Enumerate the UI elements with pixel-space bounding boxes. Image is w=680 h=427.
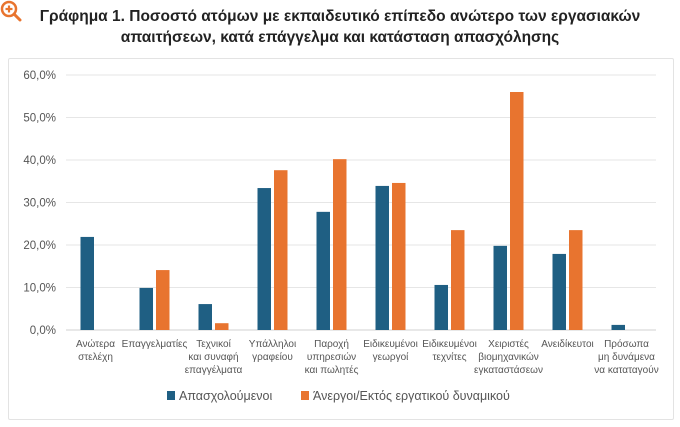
x-tick-label: Παροχή bbox=[314, 338, 349, 350]
x-tick-label: βιομηχανικών bbox=[478, 351, 539, 363]
chart-title-line-1: Γράφημα 1. Ποσοστό ατόμων με εκπαιδευτικ… bbox=[39, 8, 641, 25]
bar-unemployed bbox=[451, 230, 465, 330]
bar-unemployed bbox=[392, 182, 406, 330]
bar-unemployed bbox=[156, 270, 170, 330]
y-tick-label: 60,0% bbox=[23, 70, 56, 82]
bar-employed bbox=[257, 188, 271, 330]
bar-employed bbox=[316, 211, 330, 330]
x-tick-label: να καταταγούν bbox=[594, 364, 658, 376]
legend-swatch-0 bbox=[167, 391, 175, 400]
y-tick-label: 20,0% bbox=[23, 240, 56, 252]
bar-unemployed bbox=[333, 159, 347, 330]
x-tick-label: υπηρεσιών bbox=[307, 351, 356, 363]
bar-employed bbox=[434, 284, 448, 330]
x-tick-label: Πρόσωπα bbox=[604, 338, 649, 350]
bar-unemployed bbox=[215, 323, 229, 330]
bar-employed bbox=[198, 304, 212, 330]
y-tick-label: 30,0% bbox=[23, 198, 56, 210]
x-tick-label: τεχνίτες bbox=[432, 351, 466, 363]
x-tick-label: γεωργοί bbox=[373, 351, 410, 363]
x-tick-label: Υπάλληλοι bbox=[249, 338, 296, 350]
zoom-in-icon[interactable] bbox=[0, 0, 22, 22]
x-tick-label: γραφείου bbox=[252, 351, 293, 363]
x-tick-label: Ανώτερα bbox=[76, 338, 115, 350]
x-tick-label: μη δυνάμενα bbox=[598, 351, 655, 363]
legend-swatch-1 bbox=[301, 391, 309, 400]
x-tick-label: εγκαταστάσεων bbox=[474, 364, 543, 376]
y-tick-label: 40,0% bbox=[23, 155, 56, 167]
bar-employed bbox=[139, 287, 153, 330]
bar-employed bbox=[80, 236, 94, 330]
bar-unemployed bbox=[510, 92, 524, 330]
bar-unemployed bbox=[569, 230, 583, 330]
bar-employed bbox=[375, 185, 389, 330]
legend-label-0: Απασχολούμενοι bbox=[179, 389, 272, 403]
x-tick-label: Χειριστές bbox=[488, 338, 529, 350]
y-tick-label: 10,0% bbox=[23, 283, 56, 295]
bar-employed bbox=[611, 324, 625, 330]
bar-employed bbox=[552, 253, 566, 330]
y-tick-label: 50,0% bbox=[23, 113, 56, 125]
y-tick-label: 0,0% bbox=[30, 325, 56, 337]
x-tick-label: και πωλητές bbox=[305, 364, 359, 376]
bar-employed bbox=[493, 245, 507, 330]
x-tick-label: και συναφή bbox=[188, 351, 238, 363]
legend-label-1: Άνεργοι/Εκτός εργατικού δυναμικού bbox=[313, 389, 510, 403]
x-tick-label: Ειδικευμένοι bbox=[422, 338, 477, 350]
x-tick-label: επαγγέλματα bbox=[185, 364, 243, 376]
chart-title-line-2: απαιτήσεων, κατά επάγγελμα και κατάσταση… bbox=[120, 29, 560, 46]
x-tick-label: Επαγγελματίες bbox=[122, 338, 188, 350]
x-tick-label: Ειδικευμένοι bbox=[363, 338, 418, 350]
x-tick-label: στελέχη bbox=[78, 351, 113, 363]
x-tick-label: Τεχνικοί bbox=[196, 338, 231, 350]
chart-frame bbox=[8, 58, 674, 420]
bar-unemployed bbox=[274, 170, 288, 330]
x-tick-label: Ανειδίκευτοι bbox=[541, 338, 593, 350]
chart-title: Γράφημα 1. Ποσοστό ατόμων με εκπαιδευτικ… bbox=[0, 6, 680, 48]
